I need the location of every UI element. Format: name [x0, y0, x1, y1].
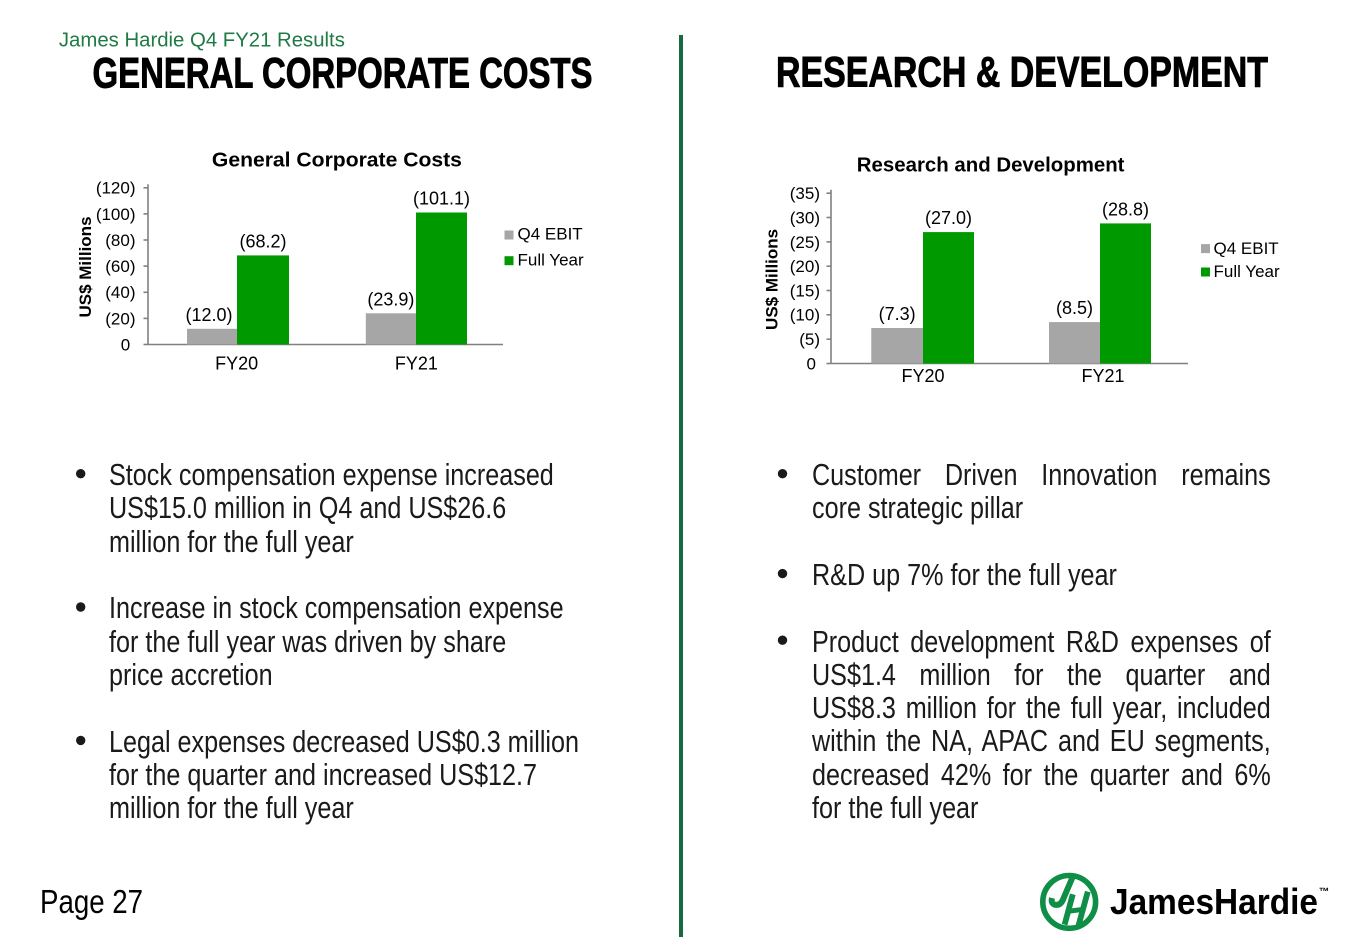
svg-text:(10): (10) — [790, 306, 820, 325]
svg-text:(20): (20) — [105, 309, 135, 328]
svg-text:(30): (30) — [790, 208, 820, 227]
svg-text:Q4 EBIT: Q4 EBIT — [1214, 239, 1279, 258]
svg-text:(68.2): (68.2) — [239, 231, 286, 251]
svg-text:FY20: FY20 — [215, 354, 258, 374]
svg-text:(12.0): (12.0) — [185, 305, 232, 325]
svg-text:(35): (35) — [790, 184, 820, 203]
svg-text:(25): (25) — [790, 233, 820, 252]
svg-text:Q4 EBIT: Q4 EBIT — [518, 225, 583, 244]
svg-text:(40): (40) — [105, 283, 135, 302]
svg-text:FY20: FY20 — [901, 366, 944, 386]
svg-text:(8.5): (8.5) — [1056, 298, 1093, 318]
svg-text:(23.9): (23.9) — [367, 289, 414, 309]
svg-text:Page 27: Page 27 — [40, 883, 143, 920]
svg-text:(60): (60) — [105, 257, 135, 276]
svg-text:(27.0): (27.0) — [925, 208, 972, 228]
svg-text:US$ Millions: US$ Millions — [76, 216, 95, 317]
svg-text:FY21: FY21 — [1081, 366, 1124, 386]
svg-text:(100): (100) — [96, 205, 136, 224]
svg-text:(20): (20) — [790, 257, 820, 276]
svg-text:Full Year: Full Year — [1214, 262, 1280, 281]
svg-text:(7.3): (7.3) — [879, 304, 916, 324]
svg-text:0: 0 — [121, 335, 130, 354]
svg-text:(120): (120) — [96, 179, 136, 198]
svg-text:(101.1): (101.1) — [413, 189, 470, 209]
svg-text:(80): (80) — [105, 231, 135, 250]
svg-text:FY21: FY21 — [395, 354, 438, 374]
svg-text:0: 0 — [807, 354, 816, 373]
svg-text:(15): (15) — [790, 281, 820, 300]
svg-text:Full Year: Full Year — [518, 250, 584, 269]
svg-text:™: ™ — [1319, 886, 1330, 898]
svg-text:General Corporate Costs: General Corporate Costs — [212, 150, 462, 172]
svg-text:GENERAL CORPORATE COSTS: GENERAL CORPORATE COSTS — [93, 51, 593, 98]
svg-text:Research and Development: Research and Development — [857, 155, 1125, 177]
svg-text:(5): (5) — [799, 330, 820, 349]
svg-text:RESEARCH & DEVELOPMENT: RESEARCH & DEVELOPMENT — [776, 50, 1268, 97]
svg-text:James Hardie Q4 FY21 Results: James Hardie Q4 FY21 Results — [59, 29, 345, 51]
svg-text:(28.8): (28.8) — [1102, 199, 1149, 219]
svg-text:US$ Millions: US$ Millions — [763, 229, 782, 330]
svg-text:JamesHardie: JamesHardie — [1110, 881, 1318, 922]
